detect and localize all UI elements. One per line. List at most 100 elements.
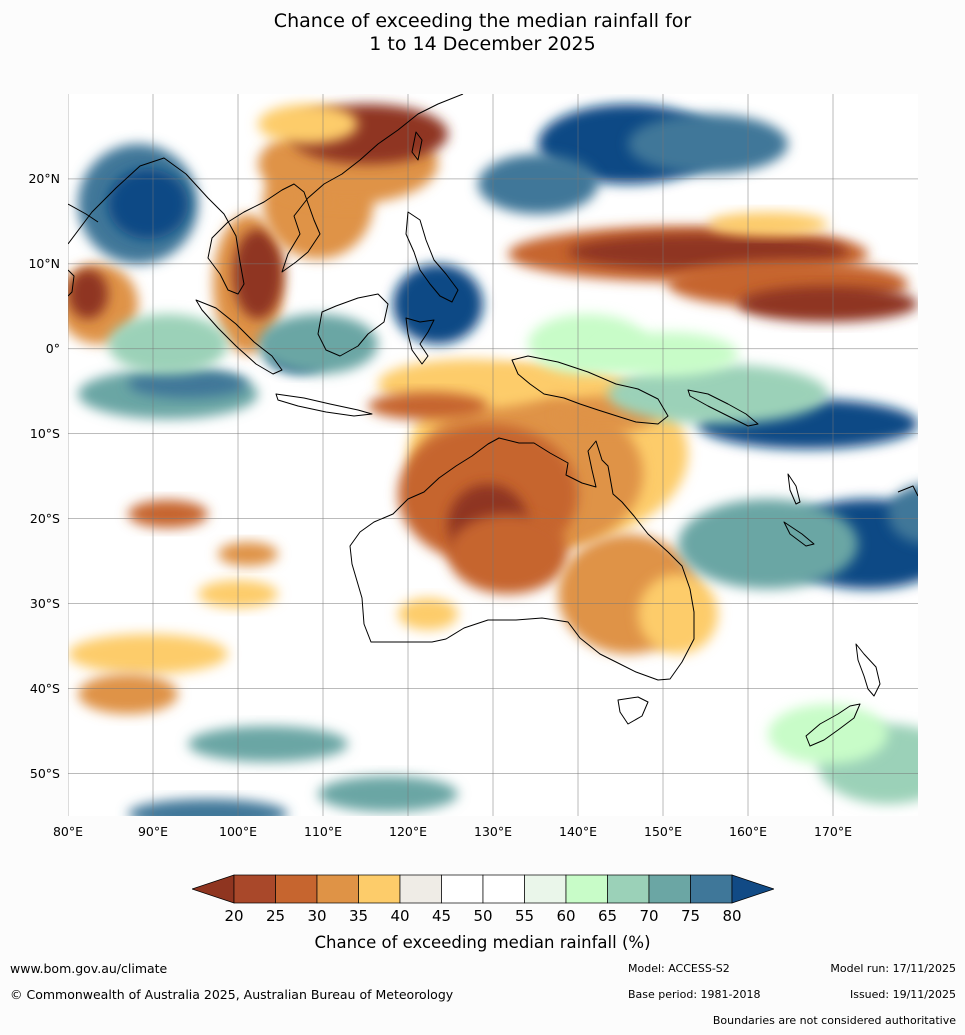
title-line-2: 1 to 14 December 2025 — [369, 33, 596, 55]
lat-label: 10°N — [28, 255, 60, 271]
colorbar-cell — [524, 874, 567, 904]
new-zealand-coastline — [805, 643, 881, 747]
probability-region — [68, 269, 108, 319]
footer-boundaries-note: Boundaries are not considered authoritat… — [712, 1014, 956, 1027]
probability-region — [128, 500, 208, 528]
footer-issued: Issued: 19/11/2025 — [849, 988, 956, 1001]
lon-label: 100°E — [218, 824, 258, 839]
lon-label: 150°E — [643, 824, 683, 839]
colorbar-tick: 30 — [307, 907, 327, 925]
probability-region — [78, 674, 178, 714]
colorbar — [192, 874, 774, 904]
probability-region — [108, 169, 188, 239]
probability-region — [678, 499, 858, 589]
solomon-islands-coastline — [687, 389, 759, 427]
probability-region — [218, 542, 278, 566]
title-line-1: Chance of exceeding the median rainfall … — [273, 10, 692, 32]
colorbar-tick: 75 — [680, 907, 701, 925]
india-coastline — [68, 203, 99, 223]
lon-label: 130°E — [473, 824, 513, 839]
colorbar-tick: 50 — [473, 907, 493, 925]
sulawesi-coastline — [405, 317, 435, 365]
footer-model-run: Model run: 17/11/2025 — [830, 962, 956, 975]
probability-region — [738, 286, 918, 322]
tasmania-coastline — [617, 696, 649, 725]
borneo-coastline — [317, 293, 389, 357]
probability-region — [128, 370, 248, 398]
colorbar-cell — [358, 874, 401, 904]
probability-region — [448, 514, 568, 594]
probability-region — [128, 799, 288, 816]
colorbar-tick: 80 — [722, 907, 742, 925]
lat-label: 0° — [45, 340, 60, 356]
chart-title: Chance of exceeding the median rainfall … — [0, 10, 965, 56]
probability-region — [368, 392, 488, 420]
java-coastline — [275, 393, 373, 417]
colorbar-cell — [565, 874, 608, 904]
vanuatu-coastline — [787, 473, 801, 505]
new-caledonia-coastline — [783, 521, 815, 547]
colorbar-cell — [399, 874, 442, 904]
colorbar-over-arrow — [731, 874, 774, 904]
probability-region — [233, 229, 283, 319]
rainfall-map — [68, 94, 918, 816]
taiwan-coastline — [411, 131, 423, 161]
colorbar-cell — [275, 874, 318, 904]
probability-region — [188, 726, 348, 762]
lat-label: 20°N — [28, 170, 60, 186]
sumatra-coastline — [195, 299, 283, 375]
colorbar-cell — [441, 874, 484, 904]
coastlines — [68, 94, 918, 747]
colorbar-tick: 35 — [348, 907, 369, 925]
colorbar-under-arrow — [192, 874, 235, 904]
probability-region — [478, 154, 598, 214]
lon-label: 90°E — [137, 824, 169, 839]
probability-region — [318, 776, 458, 812]
lat-label: 40°S — [29, 680, 60, 696]
lon-label: 120°E — [388, 824, 428, 839]
mainland-asia-coastline — [68, 94, 464, 295]
probability-region — [598, 332, 738, 376]
colorbar-cell — [316, 874, 359, 904]
colorbar-cell — [482, 874, 525, 904]
new-guinea-coastline — [511, 355, 669, 425]
colorbar-cell — [233, 874, 276, 904]
footer-url: www.bom.gov.au/climate — [10, 961, 168, 976]
lat-label: 10°S — [29, 425, 60, 441]
colorbar-tick: 40 — [390, 907, 410, 925]
colorbar-cell — [648, 874, 691, 904]
lon-label: 80°E — [52, 824, 84, 839]
footer-copyright: © Commonwealth of Australia 2025, Austra… — [10, 987, 454, 1002]
lat-label: 50°S — [29, 765, 60, 781]
probability-region — [393, 264, 483, 344]
colorbar-tick: 55 — [514, 907, 535, 925]
philippines-coastline — [405, 211, 459, 303]
lat-label: 30°S — [29, 595, 60, 611]
colorbar-tick: 70 — [639, 907, 659, 925]
lat-label: 20°S — [29, 510, 60, 526]
colorbar-tick: 65 — [597, 907, 618, 925]
probability-region — [258, 104, 358, 144]
probability-region — [258, 314, 378, 374]
footer-base-period: Base period: 1981-2018 — [628, 988, 761, 1001]
graticule — [68, 94, 918, 816]
lon-label: 110°E — [303, 824, 343, 839]
colorbar-cell — [690, 874, 733, 904]
lon-label: 140°E — [558, 824, 598, 839]
colorbar-label: Chance of exceeding median rainfall (%) — [314, 933, 651, 952]
colorbar-cell — [607, 874, 650, 904]
lon-label: 170°E — [813, 824, 853, 839]
map-canvas — [68, 94, 918, 816]
colorbar-tick: 60 — [556, 907, 576, 925]
fiji-coastline — [897, 485, 918, 497]
probability-region — [398, 598, 458, 630]
probability-region — [628, 114, 788, 174]
lon-label: 160°E — [728, 824, 768, 839]
probability-region — [638, 574, 718, 654]
footer-model: Model: ACCESS-S2 — [628, 962, 730, 975]
colorbar-tick: 25 — [265, 907, 286, 925]
probability-region — [108, 314, 228, 374]
colorbar-tick: 20 — [224, 907, 244, 925]
colorbar-tick: 45 — [431, 907, 452, 925]
probability-region — [888, 484, 918, 544]
